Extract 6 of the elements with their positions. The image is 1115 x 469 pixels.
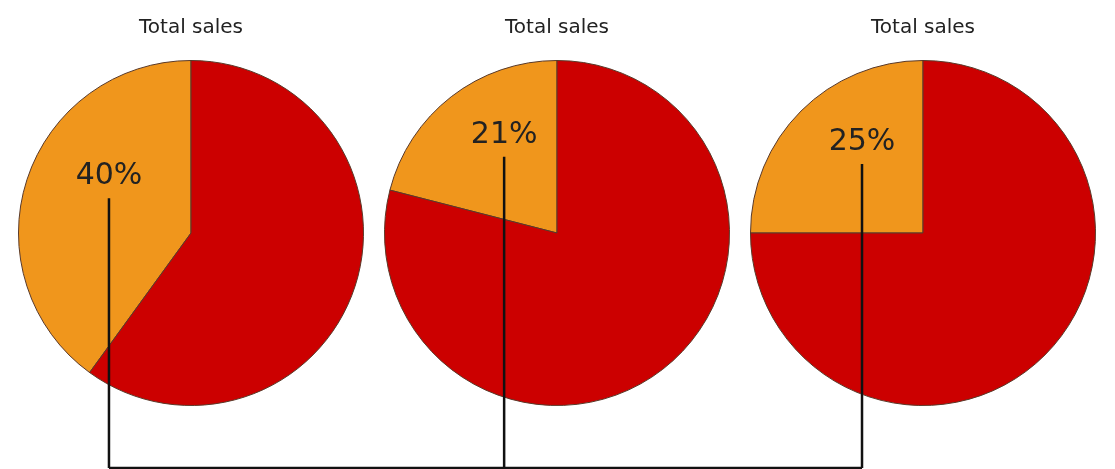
data-label: 40% — [75, 156, 143, 192]
chart-title: Total sales — [137, 14, 244, 39]
data-label: 21% — [470, 114, 538, 150]
chart-title: Total sales — [503, 14, 610, 39]
chart-title: Total sales — [869, 14, 976, 39]
data-label: 25% — [828, 121, 896, 157]
